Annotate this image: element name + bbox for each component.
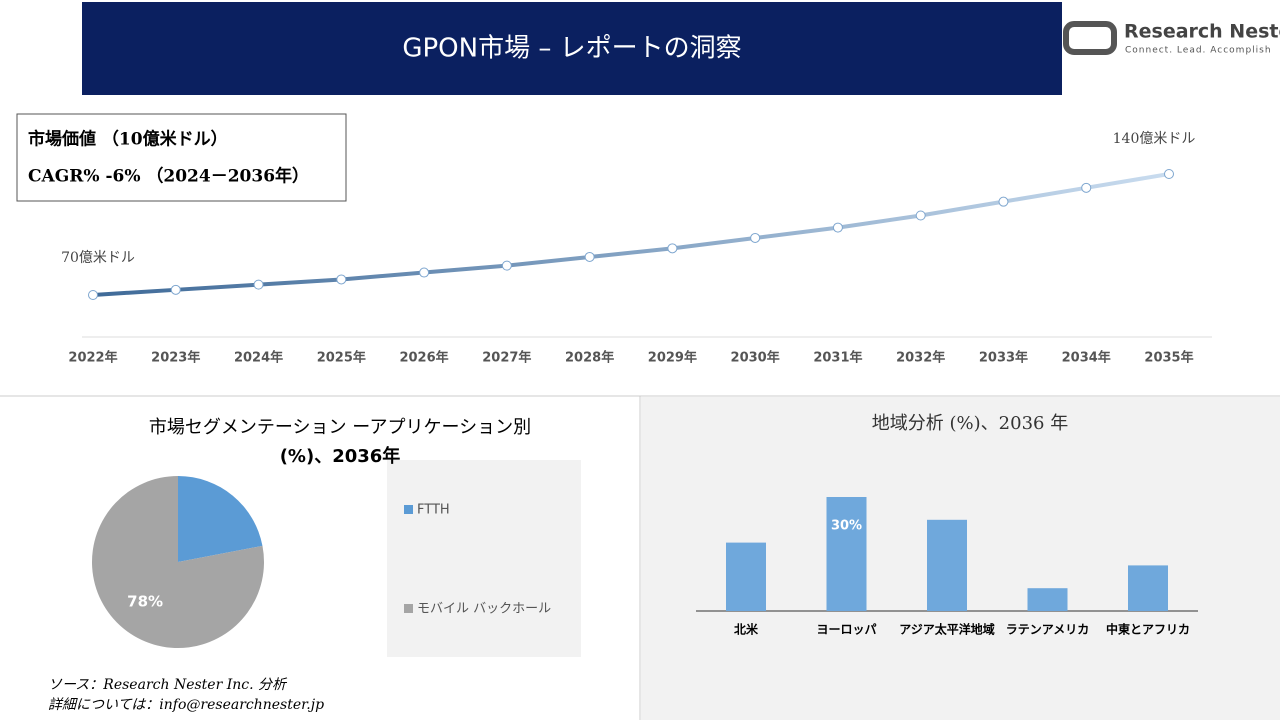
info-line: CAGR% -6% （2024－2036年） [28, 166, 309, 187]
legend-swatch [404, 604, 413, 613]
x-tick-label: ヨーロッパ [816, 623, 876, 637]
x-tick-label: 2031年 [813, 350, 862, 366]
x-tick-label: 2025年 [317, 350, 366, 366]
line-point [750, 232, 761, 243]
legend-label: FTTH [417, 503, 450, 518]
info-box [16, 113, 347, 202]
logo-icon [1063, 21, 1117, 55]
line-point [419, 267, 430, 278]
x-tick-label: ラテンアメリカ [1006, 623, 1089, 637]
legend-box [387, 460, 581, 657]
chart-title: (%)、2036年 [280, 445, 401, 467]
data-label: 140億米ドル [1113, 131, 1196, 147]
legend-label: モバイル バックホール [417, 602, 551, 617]
info-line: 市場価値 （10億米ドル） [28, 129, 228, 150]
logo-name: Research Nester [1124, 21, 1280, 43]
line-point [1081, 182, 1092, 193]
x-tick-label: 2035年 [1144, 350, 1193, 366]
x-tick-label: 2033年 [979, 350, 1028, 366]
footer-source: ソース：Research Nester Inc. 分析 [48, 677, 288, 693]
line-point [832, 222, 843, 233]
x-tick-label: 2022年 [68, 350, 117, 366]
line-point [336, 274, 347, 285]
x-tick-label: 2029年 [648, 350, 697, 366]
line-point [501, 260, 512, 271]
chart-title: 市場セグメンテーション ーアプリケーション別 [149, 417, 531, 438]
pie-slice [178, 476, 263, 562]
bar [927, 519, 967, 611]
bar [1128, 565, 1168, 611]
chart-title: 地域分析 (%)、2036 年 [872, 413, 1068, 434]
data-label: 30% [831, 519, 862, 534]
bar [826, 497, 867, 611]
header-bar [82, 2, 1062, 95]
x-tick-label: 2034年 [1062, 350, 1111, 366]
line-point [88, 290, 98, 300]
line-point [915, 210, 926, 221]
logo-tagline: Connect. Lead. Accomplish [1125, 46, 1272, 56]
x-tick-label: 2028年 [565, 350, 614, 366]
x-tick-label: アジア太平洋地域 [899, 622, 995, 637]
line-series [92, 172, 1170, 297]
x-tick-label: 2026年 [399, 350, 448, 366]
line-point [170, 284, 181, 295]
pie-slice [91, 476, 264, 648]
line-point [1164, 169, 1174, 179]
header-title: GPON市場 – レポートの洞察 [402, 34, 741, 64]
line-point [998, 196, 1009, 207]
legend-swatch [404, 505, 413, 514]
x-tick-label: 2030年 [731, 350, 780, 366]
x-tick-label: 2023年 [151, 350, 200, 366]
bar [1027, 588, 1068, 611]
x-tick-label: 2027年 [482, 350, 531, 366]
data-label: 70億米ドル [61, 250, 135, 266]
data-label: 78% [127, 592, 163, 610]
line-point [667, 243, 678, 254]
x-tick-label: 2024年 [234, 350, 283, 366]
line-point [584, 251, 595, 262]
bar [726, 542, 766, 611]
line-point [253, 279, 264, 290]
x-tick-label: 中東とアフリカ [1106, 622, 1190, 637]
footer-contact: 詳細については：info@researchnester.jp [48, 697, 324, 713]
x-tick-label: 2032年 [896, 350, 945, 366]
x-tick-label: 北米 [734, 622, 759, 637]
